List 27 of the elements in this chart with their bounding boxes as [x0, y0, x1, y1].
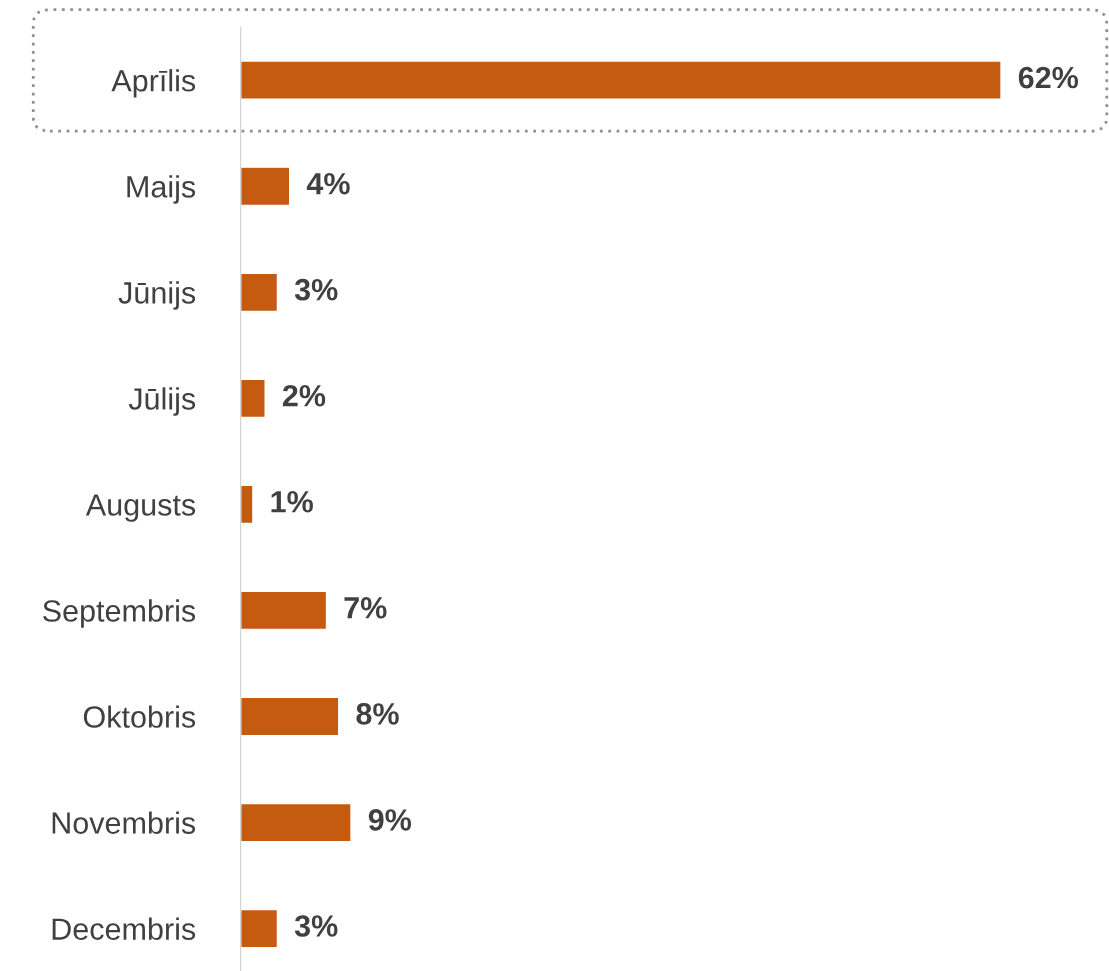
data-label: 2% — [282, 384, 326, 407]
data-label: 9% — [368, 809, 412, 831]
data-label: 1% — [271, 491, 313, 513]
data-label: 62% — [1018, 66, 1079, 89]
y-tick-label: Maijs — [127, 175, 196, 204]
bar — [240, 802, 352, 843]
y-tick-label: Septembris — [43, 599, 196, 628]
bar — [240, 166, 291, 207]
bar — [240, 378, 266, 419]
bar — [240, 60, 1002, 100]
data-label: 7% — [344, 597, 387, 619]
bar — [240, 908, 279, 949]
data-label: 8% — [356, 703, 399, 725]
data-label: 3% — [294, 278, 338, 301]
bar — [240, 484, 254, 525]
y-tick-label: Augusts — [85, 494, 196, 522]
data-label: 4% — [306, 172, 350, 195]
y-tick-label: Jūnijs — [118, 281, 196, 310]
data-label: 3% — [294, 915, 338, 937]
bar — [240, 272, 279, 313]
y-tick-label: Aprīlis — [111, 69, 196, 98]
y-tick-label: Decembris — [52, 917, 196, 940]
y-tick-label: Jūlijs — [128, 387, 196, 416]
bar — [240, 590, 328, 631]
bar — [240, 696, 340, 737]
y-tick-label: Novembris — [52, 811, 196, 834]
y-tick-label: Oktobris — [83, 705, 196, 728]
